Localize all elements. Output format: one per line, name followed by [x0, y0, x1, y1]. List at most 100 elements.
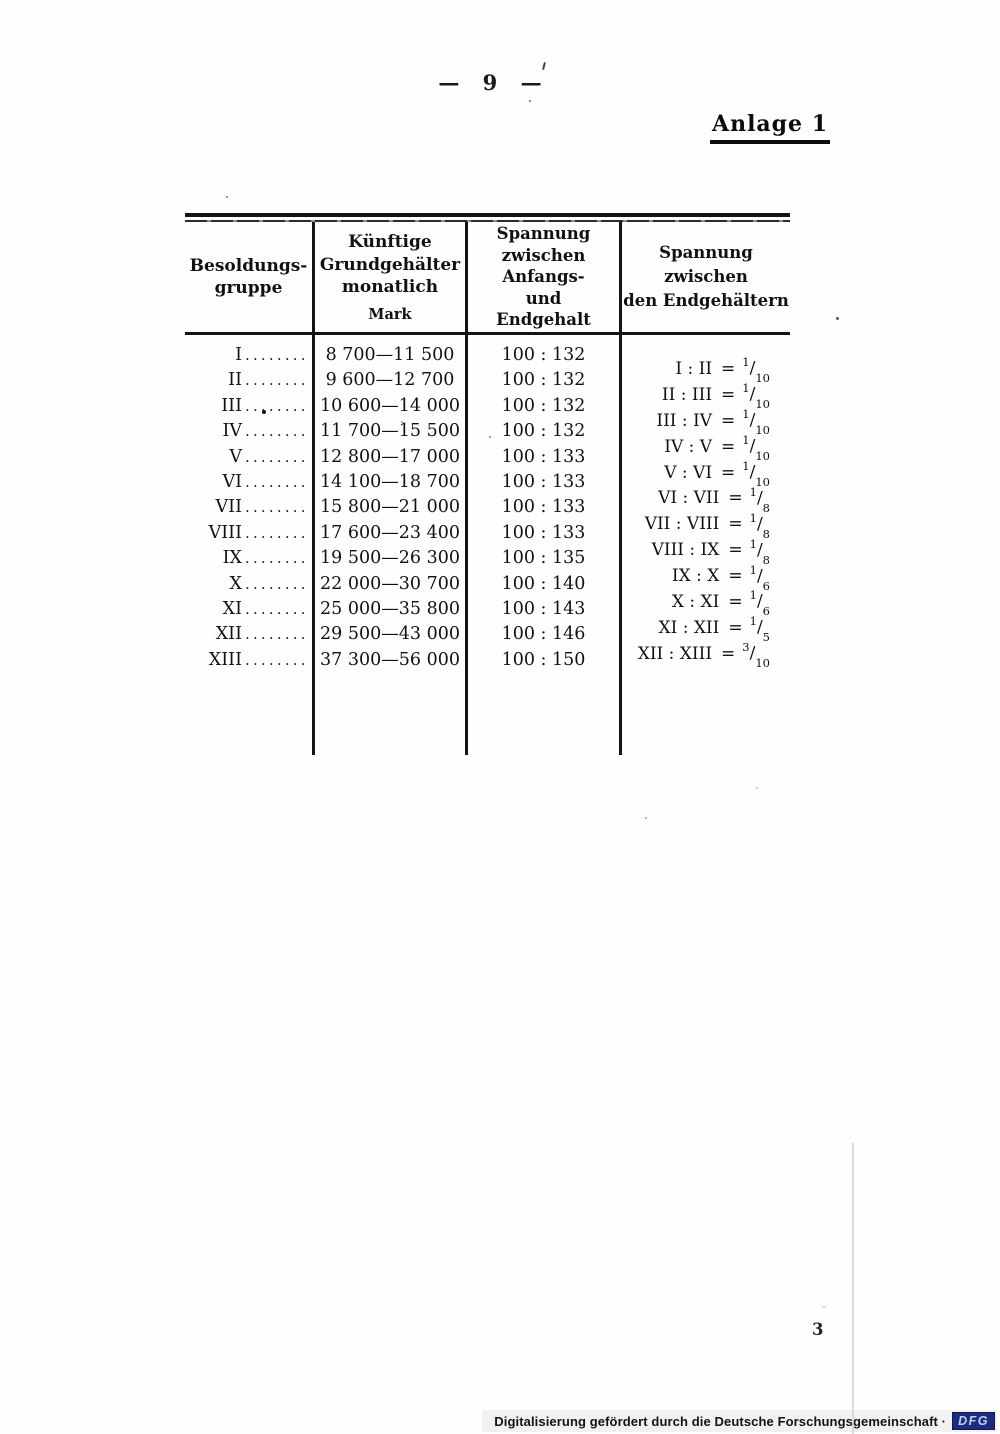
dot-leader: .........	[245, 599, 307, 618]
fraction-denominator: 10	[755, 656, 770, 671]
salary-range: 11 700—15 500	[320, 421, 460, 442]
span-ratio: 100 : 132	[501, 370, 586, 391]
group-numeral: II	[228, 370, 242, 391]
salary-range: 19 500—26 300	[320, 548, 460, 569]
equals-sign: =	[721, 358, 736, 379]
header-spannung-endgehaelter: Spannung zwischen den Endgehältern	[622, 222, 790, 332]
page-number-bottom: 3	[812, 1320, 824, 1339]
fraction-denominator: 10	[755, 371, 770, 386]
salary-range: 8 700—11 500	[325, 345, 455, 365]
ratio-fraction: 1/10	[742, 355, 770, 385]
group-numeral: XI	[222, 598, 242, 619]
scan-artifact-dot	[529, 100, 531, 102]
fraction-numerator: 1	[742, 407, 750, 422]
fraction-slash: /	[756, 514, 763, 535]
fraction-denominator: 10	[755, 449, 770, 464]
fraction-numerator: 1	[742, 458, 750, 473]
fraction-slash: /	[756, 617, 763, 638]
fraction-numerator: 1	[742, 381, 750, 396]
group-numeral: XII	[215, 624, 242, 645]
ratio-row: VIII : IX = 1/8	[622, 537, 790, 567]
ratio-pair: XII : XIII	[637, 643, 713, 664]
ratio-fraction: 1/10	[742, 407, 770, 437]
ratio-row: XI : XII = 1/5	[622, 614, 790, 644]
column-spannung-anfang-ende: 100 : 132 100 : 132 100 : 132 100 : 132 …	[468, 335, 622, 755]
digitization-credit-text: Digitalisierung gefördert durch die Deut…	[494, 1413, 947, 1429]
dot-leader: .........	[245, 371, 307, 390]
salary-range: 37 300—56 000	[320, 649, 460, 670]
span-ratio: 100 : 132	[501, 395, 586, 416]
ratio-pair: X : XI	[671, 591, 720, 612]
fraction-slash: /	[756, 566, 763, 587]
ratio-row: VII : VIII = 1/8	[622, 510, 790, 541]
span-ratio: 100 : 140	[501, 573, 586, 594]
page-number-top: — 9 —	[438, 70, 542, 95]
span-ratio: 100 : 132	[501, 345, 586, 365]
ratio-pair: III : IV	[656, 410, 713, 431]
group-numeral: III	[221, 395, 242, 416]
dot-leader: .........	[245, 447, 307, 466]
span-ratio: 100 : 143	[501, 598, 586, 619]
table-row: I.........	[185, 343, 312, 368]
ratio-fraction: 1/5	[749, 614, 770, 644]
ratio-pair: IX : X	[671, 566, 720, 587]
fraction-numerator: 1	[742, 433, 750, 448]
scan-artifact-vertical-line	[852, 1143, 854, 1434]
dot-leader: .........	[245, 498, 307, 517]
header-spannung-endgehaelter-label: Spannung zwischen den Endgehältern	[623, 243, 789, 310]
table-row: XIII.........	[185, 648, 312, 673]
fraction-numerator: 3	[742, 640, 750, 655]
ratio-fraction: 1/10	[742, 458, 770, 489]
column-spannung-endgehaelter: I : II = 1/10 II : III = 1/10 III : IV = 1/10 …	[622, 335, 790, 755]
header-mark-label: Mark	[368, 305, 412, 323]
scan-artifact-dot	[262, 410, 266, 414]
fraction-slash: /	[749, 410, 756, 431]
ratio-row: VI : VII = 1/8	[622, 485, 790, 515]
span-ratio: 100 : 133	[501, 497, 586, 518]
dfg-logo: DFG	[952, 1412, 995, 1430]
fraction-slash: /	[756, 488, 763, 509]
table-row: IX.........	[185, 546, 312, 571]
column-grundgehaelter: 8 700—11 500 9 600—12 700 10 600—14 000 …	[315, 335, 468, 755]
group-numeral: IV	[222, 421, 242, 442]
ratio-pair: VII : VIII	[644, 514, 720, 535]
table-header-bottom-rule	[185, 332, 790, 335]
table-top-rule-thick	[185, 213, 790, 217]
table-row: II.........	[185, 368, 312, 393]
fraction-numerator: 1	[749, 510, 757, 525]
fraction-denominator: 6	[762, 578, 770, 593]
fraction-denominator: 6	[762, 604, 770, 619]
table-row: VI.........	[185, 470, 312, 495]
ratio-fraction: 1/6	[750, 563, 770, 593]
fraction-numerator: 1	[749, 614, 757, 629]
dot-leader: .........	[245, 396, 307, 415]
group-numeral: I	[235, 345, 242, 365]
group-numeral: X	[229, 573, 242, 594]
digitization-footer: Digitalisierung gefördert durch die Deut…	[482, 1410, 997, 1432]
salary-range: 9 600—12 700	[325, 370, 455, 391]
ratio-pair: V : VI	[664, 462, 713, 483]
annex-label: Anlage 1	[710, 111, 831, 144]
ratio-pair: I : II	[675, 358, 713, 379]
fraction-denominator: 8	[762, 526, 770, 541]
fraction-slash: /	[749, 359, 756, 380]
ratio-row: XII : XIII = 3/10	[622, 640, 790, 671]
ratio-row: III : IV = 1/10	[622, 407, 790, 437]
group-numeral: V	[229, 446, 242, 467]
equals-sign: =	[721, 462, 736, 483]
fraction-denominator: 10	[755, 397, 770, 412]
table-row: III.........	[185, 394, 312, 419]
table-row: VIII.........	[185, 521, 312, 546]
column-besoldungsgruppe: I......... II......... III......... IV..…	[185, 335, 315, 755]
ratio-pair: VIII : IX	[651, 540, 720, 561]
equals-sign: =	[721, 436, 736, 457]
scan-artifact-dot	[645, 817, 647, 819]
span-ratio: 100 : 133	[501, 446, 586, 467]
fraction-denominator: 8	[762, 500, 770, 515]
span-ratio: 100 : 133	[501, 471, 586, 492]
dot-leader: .........	[245, 472, 307, 491]
group-numeral: VII	[215, 497, 242, 518]
equals-sign: =	[728, 540, 743, 561]
header-spannung-anfang-ende: Spannung zwischen Anfangs- und Endgehalt	[468, 222, 622, 332]
scan-artifact-dot	[836, 317, 839, 320]
